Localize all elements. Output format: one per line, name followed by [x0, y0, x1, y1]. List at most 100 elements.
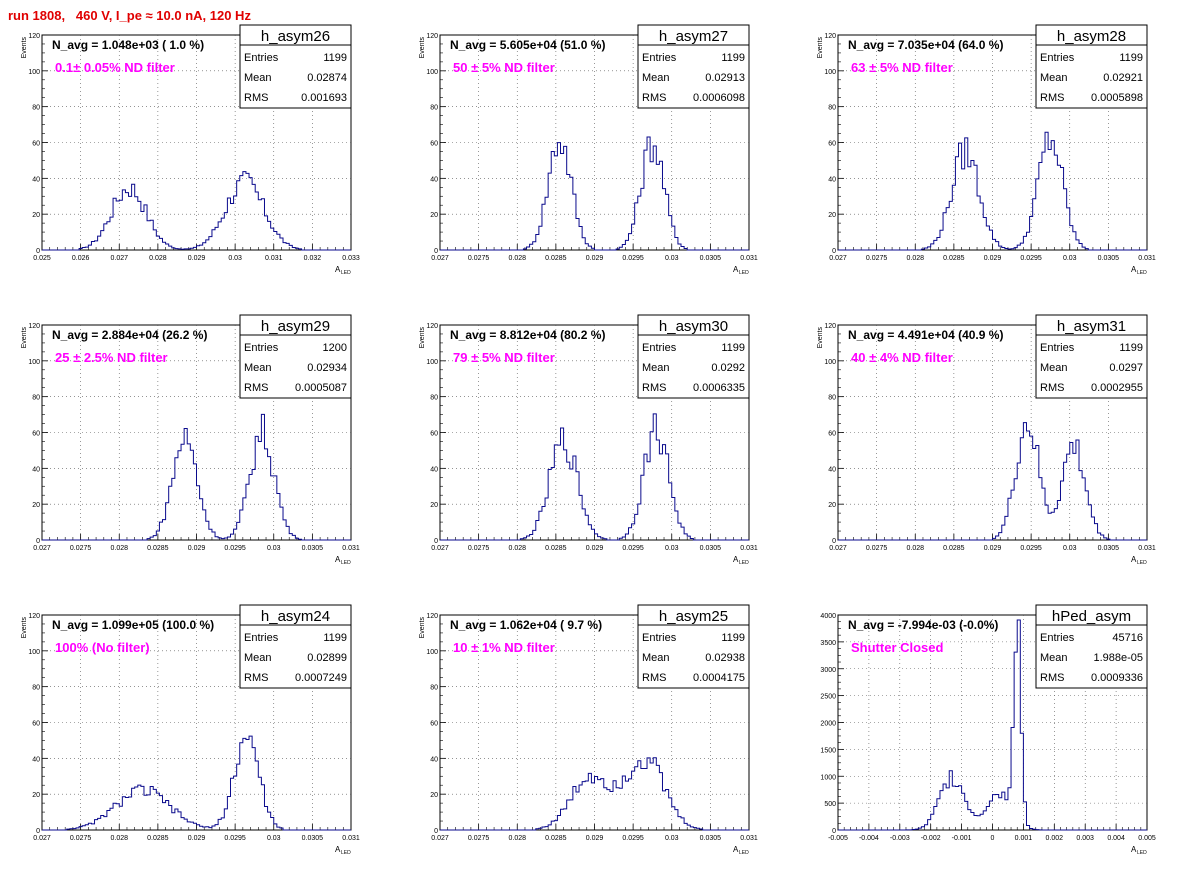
- stats-value: 0.0005898: [1091, 92, 1143, 104]
- histogram-panel-h_asym25: 0.027 0.0275 0.028 0.0285 0.029 0.0295 0.03 0.0…: [419, 604, 758, 856]
- x-tick-label: 0.0275: [70, 835, 92, 842]
- y-axis-title: Events: [419, 37, 426, 59]
- x-tick-label: 0.0305: [302, 835, 324, 842]
- x-tick-label: 0.025: [33, 255, 51, 262]
- filter-label: 0.1± 0.05% ND filter: [55, 60, 175, 75]
- stats-box-title: h_asym27: [659, 28, 728, 45]
- x-axis-title-subscript: LED: [739, 560, 749, 566]
- y-tick-label: 500: [824, 801, 836, 808]
- stats-label: Entries: [1040, 52, 1075, 64]
- stats-value: 1.988e-05: [1093, 652, 1143, 664]
- x-tick-label: 0.027: [431, 835, 449, 842]
- y-tick-label: 80: [828, 395, 836, 402]
- x-tick-label: 0.03: [665, 255, 679, 262]
- filter-label: 25 ± 2.5% ND filter: [55, 350, 168, 365]
- x-tick-label: 0.0285: [545, 255, 567, 262]
- x-axis-title: A: [335, 265, 341, 274]
- x-tick-label: 0.0295: [622, 255, 644, 262]
- stats-value: 0.0005087: [295, 382, 347, 394]
- x-tick-label: 0.0305: [700, 255, 722, 262]
- stats-value: 0.0292: [711, 362, 745, 374]
- stats-label: RMS: [642, 92, 666, 104]
- x-tick-label: 0.0295: [1020, 545, 1042, 552]
- x-tick-label: -0.003: [890, 835, 910, 842]
- n-avg-label: N_avg = 7.035e+04 (64.0 %): [848, 38, 1003, 52]
- y-tick-label: 100: [28, 69, 40, 76]
- histogram-panel-h_asym28: 0.027 0.0275 0.028 0.0285 0.029 0.0295 0.03 0.0…: [817, 24, 1156, 276]
- x-tick-label: 0.027: [431, 255, 449, 262]
- x-tick-label: -0.001: [952, 835, 972, 842]
- y-tick-label: 20: [32, 212, 40, 219]
- y-tick-label: 80: [430, 685, 438, 692]
- histogram-panel-h_asym27: 0.027 0.0275 0.028 0.0285 0.029 0.0295 0.03 0.0…: [419, 24, 758, 276]
- x-tick-label: 0.0275: [468, 835, 490, 842]
- stats-box-body: [239, 44, 352, 109]
- y-tick-label: 60: [32, 431, 40, 438]
- stats-box-title: h_asym29: [261, 318, 330, 335]
- x-tick-label: 0.028: [110, 835, 128, 842]
- x-tick-label: 0.03: [665, 835, 679, 842]
- y-tick-label: 40: [32, 466, 40, 473]
- stats-value: 0.02938: [705, 652, 745, 664]
- y-tick-label: 1500: [820, 747, 836, 754]
- stats-box-body: [239, 624, 352, 689]
- y-axis-title: Events: [817, 327, 824, 349]
- x-tick-label: 0.031: [342, 835, 360, 842]
- y-tick-label: 120: [28, 323, 40, 330]
- x-tick-label: -0.005: [828, 835, 848, 842]
- y-tick-label: 60: [430, 141, 438, 148]
- x-tick-label: 0.032: [304, 255, 322, 262]
- x-tick-label: -0.002: [921, 835, 941, 842]
- stats-value: 0.0006098: [693, 92, 745, 104]
- n-avg-label: N_avg = 2.884e+04 (26.2 %): [52, 328, 207, 342]
- stats-value: 0.0002955: [1091, 382, 1143, 394]
- y-tick-label: 100: [824, 359, 836, 366]
- y-tick-label: 120: [426, 323, 438, 330]
- x-tick-label: 0.028: [906, 255, 924, 262]
- x-tick-label: 0.0275: [468, 255, 490, 262]
- histogram-panel-hPed_asym: -0.005 -0.004 -0.003 -0.002 -0.001 0 0.001 0.00…: [820, 604, 1156, 856]
- y-tick-label: 100: [28, 649, 40, 656]
- x-tick-label: 0.027: [431, 545, 449, 552]
- x-tick-label: 0.03: [267, 835, 281, 842]
- x-tick-label: 0: [991, 835, 995, 842]
- y-tick-label: 60: [430, 721, 438, 728]
- stats-value: 0.0006335: [693, 382, 745, 394]
- y-tick-label: 100: [426, 359, 438, 366]
- y-tick-label: 20: [430, 212, 438, 219]
- x-axis-title-subscript: LED: [341, 560, 351, 566]
- stats-label: Mean: [642, 362, 670, 374]
- stats-label: Mean: [1040, 652, 1068, 664]
- y-tick-label: 20: [32, 792, 40, 799]
- stats-label: Entries: [1040, 632, 1075, 644]
- x-tick-label: 0.004: [1107, 835, 1125, 842]
- histogram-series-h_asym24: [42, 735, 351, 831]
- x-tick-label: 0.0285: [147, 545, 169, 552]
- y-tick-label: 120: [824, 33, 836, 40]
- y-tick-label: 3500: [820, 640, 836, 647]
- n-avg-label: N_avg = 8.812e+04 (80.2 %): [450, 328, 605, 342]
- y-axis-title: Events: [21, 327, 28, 349]
- y-tick-label: 3000: [820, 667, 836, 674]
- x-axis-title-subscript: LED: [341, 270, 351, 276]
- n-avg-label: N_avg = 1.048e+03 ( 1.0 %): [52, 38, 204, 52]
- x-tick-label: 0.027: [33, 835, 51, 842]
- histogram-series-h_asym29: [42, 413, 351, 541]
- x-tick-label: -0.004: [859, 835, 879, 842]
- x-tick-label: 0.029: [188, 545, 206, 552]
- y-tick-label: 60: [828, 141, 836, 148]
- x-axis-title-subscript: LED: [1137, 560, 1147, 566]
- filter-label: 63 ± 5% ND filter: [851, 60, 953, 75]
- histogram-panel-h_asym31: 0.027 0.0275 0.028 0.0285 0.029 0.0295 0.03 0.0…: [817, 314, 1156, 566]
- stats-value: 0.0004175: [693, 672, 745, 684]
- stats-box-title: h_asym26: [261, 28, 330, 45]
- stats-label: Entries: [642, 52, 677, 64]
- stats-label: Mean: [244, 362, 272, 374]
- x-tick-label: 0.0275: [866, 255, 888, 262]
- x-tick-label: 0.0295: [622, 835, 644, 842]
- y-tick-label: 2500: [820, 694, 836, 701]
- x-tick-label: 0.03: [1063, 255, 1077, 262]
- x-tick-label: 0.0285: [943, 255, 965, 262]
- x-tick-label: 0.028: [149, 255, 167, 262]
